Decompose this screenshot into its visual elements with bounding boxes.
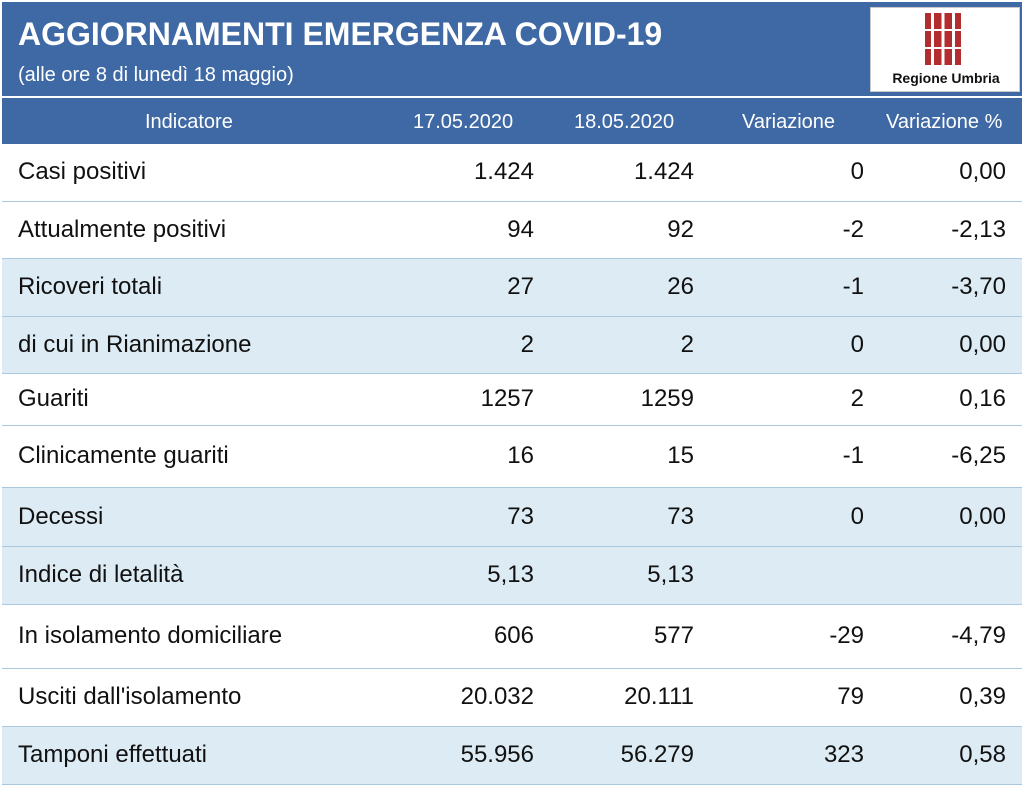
value-18-05-cell: 577 [653, 622, 694, 649]
value-17-05-cell: 2 [520, 331, 534, 358]
table-row: In isolamento domiciliare 606 577 -29 -4,79 [2, 605, 1022, 669]
value-17-05-cell: 1257 [480, 385, 534, 412]
value-17-05-cell: 94 [507, 216, 534, 243]
variazione-percent-cell: 0,16 [959, 385, 1006, 412]
variazione-percent-cell: -2,13 [951, 216, 1006, 243]
indicator-cell: Casi positivi [18, 158, 147, 185]
indicator-cell: di cui in Rianimazione [18, 331, 252, 358]
value-17-05-cell: 55.956 [460, 741, 534, 768]
value-17-05-cell: 16 [507, 442, 534, 469]
table-row: Decessi 73 73 0 0,00 [2, 488, 1022, 547]
variazione-cell: 2 [850, 385, 864, 412]
value-17-05-cell: 20.032 [460, 683, 534, 710]
umbria-emblem-icon [925, 13, 961, 65]
table-row: Usciti dall'isolamento 20.032 20.111 79 0,39 [2, 669, 1022, 727]
column-header-indicatore: Indicatore [145, 111, 233, 133]
variazione-percent-cell: 0,00 [959, 503, 1006, 530]
table-header: Indicatore 17.05.2020 18.05.2020 Variazi… [2, 98, 1022, 144]
value-18-05-cell: 73 [667, 503, 694, 530]
value-18-05-cell: 1.424 [633, 158, 694, 185]
value-18-05-cell: 5,13 [647, 561, 694, 588]
table-row: Indice di letalità 5,13 5,13 [2, 547, 1022, 605]
variazione-cell: 323 [823, 741, 864, 768]
regione-umbria-logo: Regione Umbria [870, 7, 1020, 92]
variazione-cell: 0 [850, 503, 864, 530]
variazione-cell: 0 [850, 158, 864, 185]
variazione-percent-cell: 0,00 [959, 331, 1006, 358]
page-subtitle: (alle ore 8 di lunedì 18 maggio) [18, 64, 294, 86]
value-18-05-cell: 92 [667, 216, 694, 243]
indicator-cell: Usciti dall'isolamento [18, 683, 242, 710]
value-17-05-cell: 5,13 [487, 561, 534, 588]
indicator-cell: Attualmente positivi [18, 216, 227, 243]
variazione-cell: 0 [850, 331, 864, 358]
table-row: Attualmente positivi 94 92 -2 -2,13 [2, 202, 1022, 259]
value-17-05-cell: 1.424 [473, 158, 534, 185]
column-header-date-1: 17.05.2020 [413, 111, 514, 133]
variazione-percent-cell: 0,58 [959, 741, 1006, 768]
header-banner: AGGIORNAMENTI EMERGENZA COVID-19 (alle o… [2, 2, 1022, 96]
table-row: di cui in Rianimazione 2 2 0 0,00 [2, 317, 1022, 374]
variazione-percent-cell: 0,39 [959, 683, 1006, 710]
value-18-05-cell: 2 [680, 331, 694, 358]
indicator-cell: Indice di letalità [18, 561, 184, 588]
value-17-05-cell: 27 [507, 273, 534, 300]
value-18-05-cell: 15 [667, 442, 694, 469]
indicator-cell: Guariti [18, 385, 89, 412]
column-header-variazione: Variazione [742, 111, 836, 133]
table-row: Ricoveri totali 27 26 -1 -3,70 [2, 259, 1022, 317]
indicator-cell: Decessi [18, 503, 104, 530]
variazione-cell: -1 [842, 273, 864, 300]
logo-text: Regione Umbria [892, 70, 1000, 86]
indicator-cell: Tamponi effettuati [18, 741, 208, 768]
indicator-cell: In isolamento domiciliare [18, 622, 283, 649]
value-18-05-cell: 20.111 [624, 683, 694, 710]
table-row: Guariti 1257 1259 2 0,16 [2, 374, 1022, 426]
value-18-05-cell: 26 [667, 273, 694, 300]
variazione-percent-cell: -3,70 [951, 273, 1006, 300]
variazione-cell: -1 [842, 442, 864, 469]
page-title: AGGIORNAMENTI EMERGENZA COVID-19 [18, 16, 663, 52]
variazione-percent-cell: -4,79 [951, 622, 1006, 649]
value-18-05-cell: 1259 [640, 385, 694, 412]
variazione-cell: -2 [842, 216, 864, 243]
table-row: Casi positivi 1.424 1.424 0 0,00 [2, 144, 1022, 202]
table-row: Tamponi effettuati 55.956 56.279 323 0,58 [2, 727, 1022, 785]
value-17-05-cell: 73 [507, 503, 534, 530]
indicator-cell: Ricoveri totali [18, 273, 163, 300]
indicator-cell: Clinicamente guariti [18, 442, 229, 469]
column-header-variazione-percent: Variazione % [886, 111, 1003, 133]
variazione-cell: -29 [829, 622, 864, 649]
value-17-05-cell: 606 [493, 622, 534, 649]
variazione-percent-cell: -6,25 [951, 442, 1006, 469]
column-header-date-2: 18.05.2020 [574, 111, 675, 133]
value-18-05-cell: 56.279 [620, 741, 694, 768]
table-row: Clinicamente guariti 16 15 -1 -6,25 [2, 426, 1022, 488]
variazione-cell: 79 [837, 683, 864, 710]
variazione-percent-cell: 0,00 [959, 158, 1006, 185]
